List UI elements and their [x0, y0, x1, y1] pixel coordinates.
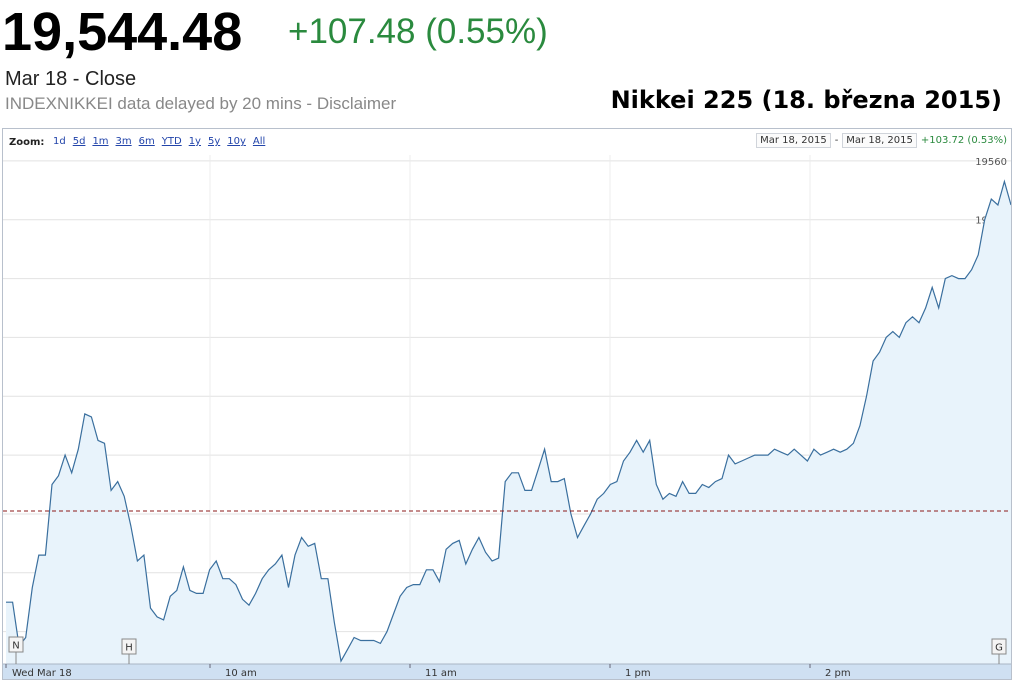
- delay-text: INDEXNIKKEI data delayed by 20 mins -: [5, 94, 317, 113]
- series-area-fill: [6, 181, 1011, 664]
- x-tick-label-2: 11 am: [425, 668, 457, 679]
- zoom-option-1m[interactable]: 1m: [92, 136, 109, 147]
- x-tick-label-1: 10 am: [225, 668, 257, 679]
- x-axis-band: [3, 664, 1011, 679]
- marker-label-g: G: [995, 643, 1003, 654]
- marker-g[interactable]: G: [991, 638, 1007, 664]
- x-tick-label-4: 2 pm: [825, 668, 851, 679]
- zoom-label: Zoom:: [9, 137, 45, 148]
- series-line: [6, 179, 1011, 663]
- price-chart[interactable]: 1940019420194401946019480195001952019540…: [3, 129, 1011, 679]
- date-range: Mar 18, 2015 - Mar 18, 2015 +103.72 (0.5…: [756, 133, 1007, 148]
- quote-change: +107.48 (0.55%): [288, 12, 548, 51]
- marker-label-h: H: [125, 643, 133, 654]
- zoom-option-3m[interactable]: 3m: [115, 136, 132, 147]
- x-tick-label-3: 1 pm: [625, 668, 651, 679]
- zoom-option-ytd[interactable]: YTD: [161, 136, 182, 147]
- marker-h[interactable]: H: [121, 638, 137, 664]
- y-tick-label-19560: 19560: [975, 157, 1007, 168]
- disclaimer-link[interactable]: Disclaimer: [316, 94, 397, 113]
- zoom-options: 1d 5d 1m 3m 6m YTD 1y 5y 10y All: [53, 136, 265, 147]
- range-start[interactable]: Mar 18, 2015: [756, 133, 831, 148]
- delay-notice: INDEXNIKKEI data delayed by 20 mins - Di…: [5, 94, 396, 114]
- zoom-option-5y[interactable]: 5y: [207, 136, 221, 147]
- range-change: +103.72 (0.53%): [920, 135, 1007, 146]
- quote-price: 19,544.48: [2, 2, 243, 62]
- zoom-option-10y[interactable]: 10y: [227, 136, 246, 147]
- zoom-option-5d[interactable]: 5d: [72, 136, 86, 147]
- range-separator: -: [834, 135, 839, 146]
- marker-n[interactable]: N: [8, 636, 24, 664]
- zoom-option-1y[interactable]: 1y: [188, 136, 201, 147]
- chart-panel: Zoom: 1d 5d 1m 3m 6m YTD 1y 5y 10y All Mar 18, 20…: [2, 128, 1012, 680]
- zoom-option-6m[interactable]: 6m: [138, 136, 155, 147]
- range-end[interactable]: Mar 18, 2015: [842, 133, 917, 148]
- x-tick-label-0: Wed Mar 18: [12, 668, 72, 679]
- zoom-option-1d[interactable]: 1d: [53, 136, 66, 147]
- chart-title: Nikkei 225 (18. března 2015): [610, 86, 1002, 114]
- close-label: Mar 18 - Close: [5, 68, 137, 90]
- chart-toolbar: Zoom: 1d 5d 1m 3m 6m YTD 1y 5y 10y All Mar 18, 20…: [3, 129, 1011, 155]
- zoom-option-all[interactable]: All: [252, 136, 266, 147]
- marker-label-n: N: [12, 641, 19, 652]
